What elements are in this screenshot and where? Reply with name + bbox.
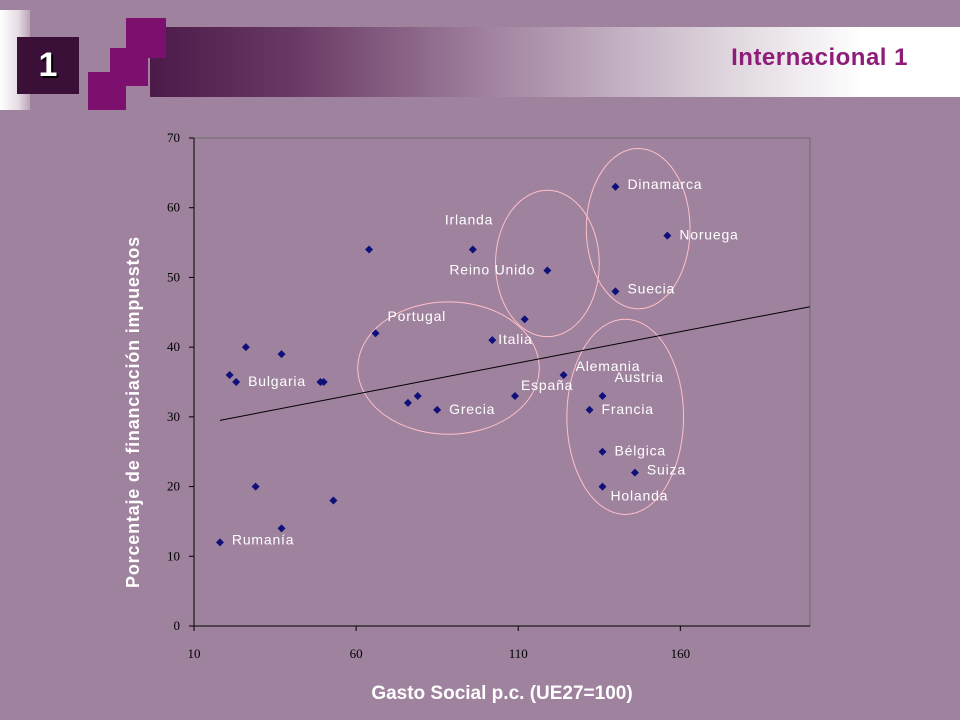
header-gradient-bar [150,27,960,97]
y-tick-label: 0 [174,618,181,633]
data-point [598,447,607,456]
data-point [403,398,412,407]
y-tick-label: 70 [167,130,180,145]
y-tick-label: 50 [167,269,180,284]
data-point [598,482,607,491]
data-label: Reino Unido [449,261,535,277]
data-label: Alemania [576,358,641,374]
data-point [251,482,260,491]
x-axis-label: Gasto Social p.c. (UE27=100) [371,683,632,704]
data-point [365,245,374,254]
data-label: Dinamarca [627,176,702,192]
data-point [225,371,234,380]
data-label: Italia [498,331,532,347]
data-point [319,378,328,386]
x-tick-label: 110 [509,646,528,661]
y-tick-label: 30 [167,409,180,424]
y-tick-label: 20 [167,479,180,494]
data-point [277,350,286,359]
data-point [630,468,639,477]
data-point [413,391,422,400]
data-point [241,343,250,352]
data-label: Suecia [627,280,675,296]
data-point [585,405,594,414]
cluster-ellipse [566,318,685,515]
data-point [611,287,620,296]
data-label: Irlanda [445,212,493,228]
x-tick-label: 160 [671,646,691,661]
data-point [215,538,224,547]
cluster-ellipse [585,147,691,310]
data-point [520,315,529,324]
x-tick-label: 10 [188,646,201,661]
data-point [663,231,672,240]
y-axis-label: Porcentaje de financiación impuestos [123,236,143,588]
cluster-ellipse [495,189,600,338]
data-label: Rumanía [232,531,294,547]
slide-number-badge: 1 [17,37,79,94]
decorative-square [88,72,126,110]
data-point [433,405,442,414]
data-point [277,524,286,533]
data-label: Grecia [449,401,495,417]
data-point [598,391,607,400]
data-label: España [521,377,573,393]
trend-line [219,306,811,421]
data-point [371,329,380,338]
y-tick-label: 40 [167,339,180,354]
data-label: Austria [615,369,664,385]
data-point [510,391,519,400]
data-point [329,496,338,505]
cluster-ellipse [357,301,540,435]
slide-title: Internacional 1 [731,44,908,71]
data-point [559,371,568,380]
data-label: Bulgaria [248,373,306,389]
data-point [543,266,552,275]
data-label: Holanda [611,488,669,504]
data-label: Suiza [647,462,686,478]
x-tick-label: 60 [350,646,363,661]
data-point [232,378,241,386]
data-label: Noruega [679,227,738,243]
data-label: Francia [602,401,654,417]
data-label: Bélgica [615,443,667,459]
data-point [468,245,477,254]
y-tick-label: 10 [167,548,180,563]
data-point [611,182,620,191]
data-point [488,336,497,345]
y-tick-label: 60 [167,200,180,215]
data-label: Portugal [388,308,447,324]
